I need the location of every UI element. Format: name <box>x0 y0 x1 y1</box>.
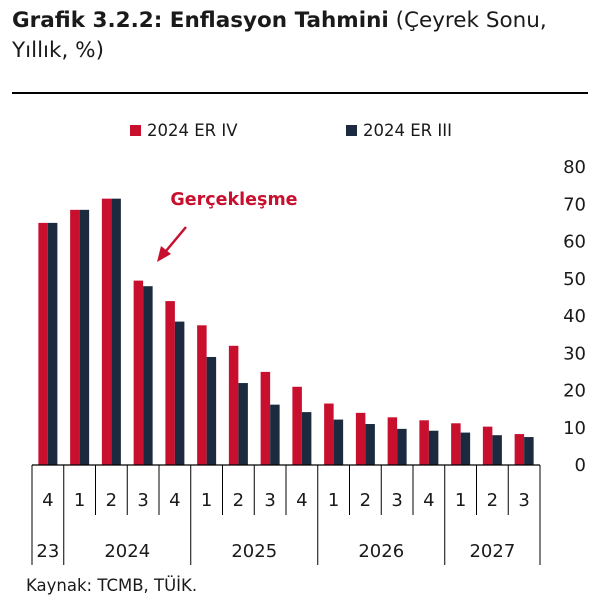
x-tick-label: 2 <box>106 490 117 511</box>
x-tick-label: 4 <box>42 490 53 511</box>
bar <box>292 386 302 465</box>
chart-title-subtitle: (Çeyrek Sonu, Yıllık, %) <box>12 8 547 63</box>
x-tick-label: 4 <box>296 490 307 511</box>
bar <box>38 222 48 466</box>
x-tick-label: 3 <box>264 490 275 511</box>
x-tick-label: 4 <box>169 490 180 511</box>
bar <box>324 403 334 465</box>
bar <box>238 383 248 465</box>
bar <box>301 412 312 465</box>
bar <box>47 222 58 466</box>
bar <box>260 371 271 466</box>
bar <box>492 435 502 465</box>
y-tick-label: 80 <box>563 157 586 178</box>
x-tick-label: 3 <box>518 490 529 511</box>
x-tick-label: 1 <box>201 490 212 511</box>
bar <box>355 412 366 465</box>
bar <box>397 428 407 465</box>
x-tick-label: 3 <box>391 490 402 511</box>
bar <box>428 430 439 465</box>
bar <box>387 417 398 465</box>
annotation-arrowhead <box>157 246 171 262</box>
bar <box>365 424 375 465</box>
annotation-arrow <box>165 226 187 252</box>
x-tick-label: 4 <box>423 490 434 511</box>
bar <box>451 423 461 465</box>
x-year-label: 2027 <box>469 541 515 562</box>
x-year-label: 2025 <box>231 541 277 562</box>
x-tick-label: 1 <box>455 490 466 511</box>
bar <box>197 325 207 465</box>
y-tick-label: 50 <box>563 269 586 290</box>
bar <box>333 419 344 465</box>
bar <box>270 404 280 465</box>
chart-title: Grafik 3.2.2: Enflasyon Tahmini (Çeyrek … <box>12 6 582 66</box>
y-tick-label: 60 <box>563 232 586 253</box>
bar <box>460 432 471 465</box>
y-tick-label: 0 <box>575 455 586 476</box>
title-divider <box>12 92 588 94</box>
x-tick-label: 2 <box>487 490 498 511</box>
bar <box>524 437 534 465</box>
x-year-label: 23 <box>36 541 59 562</box>
bar <box>514 434 525 465</box>
bar <box>111 198 121 465</box>
bar <box>482 426 493 465</box>
legend-swatch <box>130 125 141 136</box>
legend-label: 2024 ER IV <box>147 121 238 140</box>
bar <box>143 286 153 465</box>
bar <box>206 356 217 465</box>
bar <box>228 345 239 465</box>
bar <box>133 280 144 465</box>
x-tick-label: 2 <box>360 490 371 511</box>
x-year-label: 2024 <box>104 541 150 562</box>
x-tick-label: 1 <box>74 490 85 511</box>
y-tick-label: 30 <box>563 343 586 364</box>
y-tick-label: 20 <box>563 381 586 402</box>
bar <box>79 209 90 465</box>
x-tick-label: 1 <box>328 490 339 511</box>
y-tick-label: 10 <box>563 418 586 439</box>
bar <box>70 209 80 465</box>
y-tick-label: 70 <box>563 194 586 215</box>
x-tick-label: 2 <box>233 490 244 511</box>
annotation-label: Gerçekleşme <box>170 190 297 210</box>
y-tick-label: 40 <box>563 306 586 327</box>
legend-label: 2024 ER III <box>363 121 452 140</box>
x-tick-label: 3 <box>137 490 148 511</box>
bar <box>101 198 112 465</box>
x-year-label: 2026 <box>358 541 404 562</box>
source-note: Kaynak: TCMB, TÜİK. <box>26 576 198 595</box>
bar <box>165 301 175 465</box>
chart-title-bold: Grafik 3.2.2: Enflasyon Tahmini <box>12 8 389 33</box>
legend-swatch <box>346 125 357 136</box>
bar <box>419 420 429 465</box>
bar <box>174 321 185 465</box>
